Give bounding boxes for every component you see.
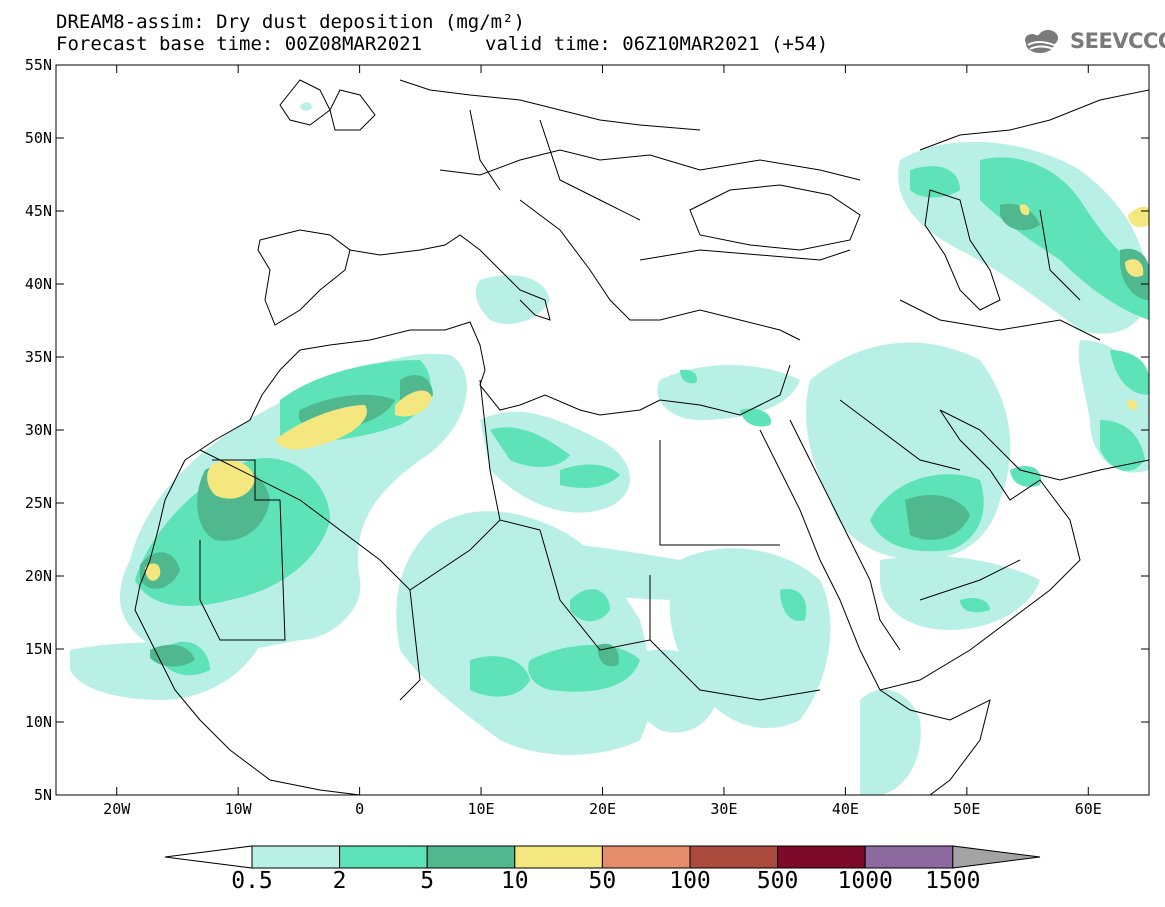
lon-ticks bbox=[116, 65, 1089, 795]
lon-label: 10W bbox=[225, 800, 253, 818]
logo-text: SEEVCCC bbox=[1070, 29, 1165, 53]
colorbar-under-triangle bbox=[164, 845, 253, 869]
lat-label: 5N bbox=[34, 786, 52, 804]
colorbar-label: 100 bbox=[669, 868, 711, 894]
colorbar-label: 10 bbox=[501, 868, 529, 894]
colorbar-label: 0.5 bbox=[231, 868, 273, 894]
colorbar-label: 50 bbox=[589, 868, 617, 894]
lat-label: 55N bbox=[25, 56, 52, 74]
lat-label: 40N bbox=[25, 275, 52, 293]
lon-label: 10E bbox=[468, 800, 495, 818]
colorbar-over-triangle bbox=[952, 845, 1041, 869]
lat-label: 35N bbox=[25, 348, 52, 366]
lat-label: 25N bbox=[25, 494, 52, 512]
colorbar-swatch bbox=[339, 845, 428, 869]
lat-labels: 55N 50N 45N 40N 35N 30N 25N 20N 15N 10N 5N bbox=[25, 56, 52, 804]
colorbar-label: 5 bbox=[420, 868, 434, 894]
colorbar-swatch bbox=[426, 845, 516, 869]
forecast-base-time: Forecast base time: 00Z08MAR2021 bbox=[56, 33, 423, 55]
lat-label: 20N bbox=[25, 567, 52, 585]
colorbar-label: 2 bbox=[333, 868, 347, 894]
lon-label: 0 bbox=[355, 800, 364, 818]
coastlines bbox=[134, 79, 1149, 795]
colorbar: 0.5 2 5 10 50 100 500 1000 1500 bbox=[164, 845, 1041, 894]
lat-ticks bbox=[56, 64, 1149, 796]
colorbar-swatch bbox=[689, 845, 779, 869]
map-title: DREAM8-assim: Dry dust deposition (mg/m²… bbox=[56, 11, 525, 33]
lon-label: 20W bbox=[103, 800, 131, 818]
colorbar-swatch bbox=[777, 845, 866, 869]
lon-label: 30E bbox=[710, 800, 737, 818]
lat-label: 50N bbox=[25, 129, 52, 147]
lon-label: 50E bbox=[953, 800, 980, 818]
colorbar-label: 1000 bbox=[838, 868, 893, 894]
colorbar-label: 1500 bbox=[925, 868, 980, 894]
colorbar-label: 500 bbox=[757, 868, 799, 894]
lat-label: 15N bbox=[25, 640, 52, 658]
lon-labels: 20W 10W 0 10E 20E 30E 40E 50E 60E bbox=[103, 800, 1102, 818]
lon-label: 40E bbox=[832, 800, 859, 818]
colorbar-swatch bbox=[601, 845, 691, 869]
dust-fields bbox=[70, 102, 1149, 795]
lat-label: 30N bbox=[25, 421, 52, 439]
lon-label: 20E bbox=[589, 800, 616, 818]
valid-time: valid time: 06Z10MAR2021 (+54) bbox=[485, 33, 829, 55]
lat-label: 45N bbox=[25, 202, 52, 220]
colorbar-swatch bbox=[864, 845, 954, 869]
lat-label: 10N bbox=[25, 713, 52, 731]
dust-level-4 bbox=[145, 204, 1149, 581]
colorbar-swatch bbox=[251, 845, 341, 869]
colorbar-swatch bbox=[514, 845, 603, 869]
lon-label: 60E bbox=[1075, 800, 1102, 818]
cloud-logo-icon bbox=[1025, 30, 1058, 53]
